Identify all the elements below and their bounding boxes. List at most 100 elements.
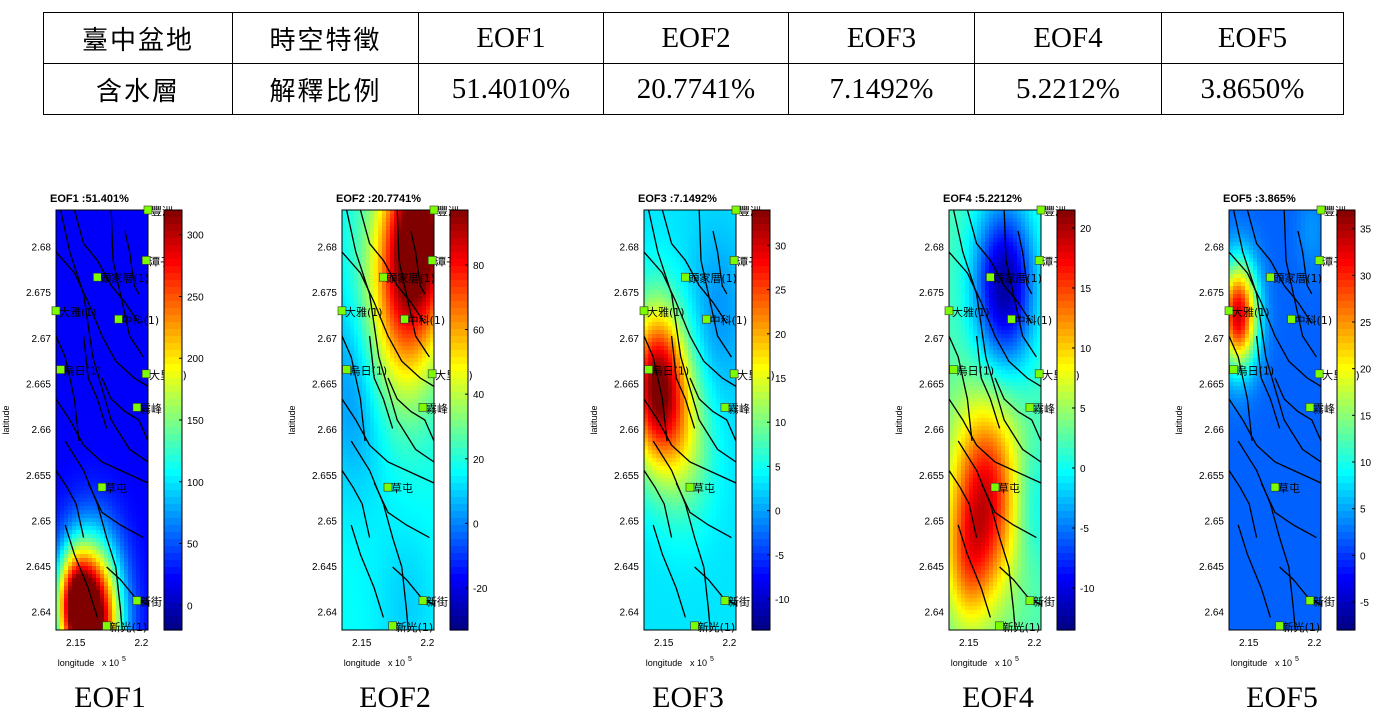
heatmap-cell	[80, 346, 85, 351]
heatmap-cell	[378, 326, 383, 331]
heatmap-cell	[342, 538, 347, 543]
heatmap-cell	[394, 570, 399, 575]
heatmap-cell	[358, 214, 363, 219]
heatmap-cell	[386, 278, 391, 283]
heatmap-cell	[136, 242, 141, 247]
heatmap-cell	[350, 342, 355, 347]
heatmap-cell	[374, 498, 379, 503]
heatmap-cell	[64, 318, 69, 323]
heatmap-cell	[56, 378, 61, 383]
heatmap-cell	[68, 222, 73, 227]
heatmap-cell	[104, 430, 109, 435]
heatmap-cell	[350, 494, 355, 499]
heatmap-cell	[112, 398, 117, 403]
heatmap-cell	[132, 454, 137, 459]
heatmap-cell	[104, 270, 109, 275]
heatmap-cell	[144, 566, 148, 571]
heatmap-cell	[144, 286, 148, 291]
heatmap-cell	[358, 390, 363, 395]
heatmap-cell	[362, 270, 367, 275]
heatmap-cell	[100, 590, 105, 595]
heatmap-cell	[394, 542, 399, 547]
heatmap-cell	[430, 446, 434, 451]
heatmap-cell	[410, 598, 415, 603]
heatmap-cell	[358, 530, 363, 535]
heatmap-cell	[390, 278, 395, 283]
heatmap-cell	[124, 474, 129, 479]
heatmap-cell	[354, 510, 359, 515]
heatmap-cell	[350, 422, 355, 427]
heatmap-cell	[84, 378, 89, 383]
colorbar-tick-label: 0	[187, 601, 193, 612]
heatmap-cell	[144, 446, 148, 451]
heatmap-cell	[76, 450, 81, 455]
heatmap-cell	[84, 458, 89, 463]
heatmap-cell	[92, 594, 97, 599]
heatmap-cell	[124, 254, 129, 259]
heatmap-cell	[366, 522, 371, 527]
heatmap-cell	[96, 366, 101, 371]
heatmap-cell	[124, 334, 129, 339]
heatmap-cell	[430, 522, 434, 527]
heatmap-cell	[402, 614, 407, 619]
heatmap-cell	[402, 446, 407, 451]
heatmap-cell	[422, 562, 427, 567]
heatmap-cell	[410, 266, 415, 271]
heatmap-cell	[88, 454, 93, 459]
heatmap-cell	[390, 394, 395, 399]
heatmap-cell	[378, 542, 383, 547]
heatmap-cell	[136, 542, 141, 547]
heatmap-cell	[350, 406, 355, 411]
heatmap-cell	[100, 230, 105, 235]
heatmap-cell	[128, 238, 133, 243]
heatmap-cell	[386, 346, 391, 351]
heatmap-cell	[144, 598, 148, 603]
heatmap-cell	[394, 422, 399, 427]
heatmap-cell	[382, 530, 387, 535]
heatmap-cell	[104, 550, 109, 555]
heatmap-cell	[394, 378, 399, 383]
heatmap-cell	[370, 246, 375, 251]
heatmap-cell	[108, 214, 113, 219]
heatmap-cell	[96, 590, 101, 595]
heatmap-cell	[88, 518, 93, 523]
heatmap-cell	[402, 554, 407, 559]
heatmap-cell	[84, 386, 89, 391]
heatmap-cell	[64, 394, 69, 399]
heatmap-cell	[422, 590, 427, 595]
heatmap-cell	[100, 286, 105, 291]
heatmap-cell	[112, 506, 117, 511]
heatmap-cell	[366, 446, 371, 451]
heatmap-cell	[430, 518, 434, 523]
heatmap-cell	[104, 326, 109, 331]
heatmap-cell	[72, 594, 77, 599]
heatmap-cell	[72, 598, 77, 603]
heatmap-cell	[84, 466, 89, 471]
heatmap-cell	[132, 550, 137, 555]
heatmap-cell	[108, 338, 113, 343]
heatmap-cell	[378, 478, 383, 483]
heatmap-cell	[374, 570, 379, 575]
heatmap-cell	[96, 602, 101, 607]
heatmap-cell	[382, 314, 387, 319]
heatmap-cell	[366, 262, 371, 267]
heatmap-cell	[80, 430, 85, 435]
heatmap-cell	[72, 318, 77, 323]
heatmap-cell	[76, 250, 81, 255]
heatmap-cell	[374, 286, 379, 291]
heatmap-cell	[398, 594, 403, 599]
heatmap-cell	[370, 382, 375, 387]
heatmap-cell	[374, 282, 379, 287]
heatmap-cell	[56, 398, 61, 403]
heatmap-cell	[398, 406, 403, 411]
colorbar-step	[164, 357, 182, 365]
heatmap-cell	[370, 414, 375, 419]
heatmap-cell	[116, 534, 121, 539]
heatmap-cell	[88, 314, 93, 319]
heatmap-cell	[116, 502, 121, 507]
heatmap-cell	[414, 370, 419, 375]
heatmap-cell	[116, 610, 121, 615]
heatmap-cell	[96, 626, 101, 630]
heatmap-cell	[116, 542, 121, 547]
heatmap-cell	[426, 390, 431, 395]
